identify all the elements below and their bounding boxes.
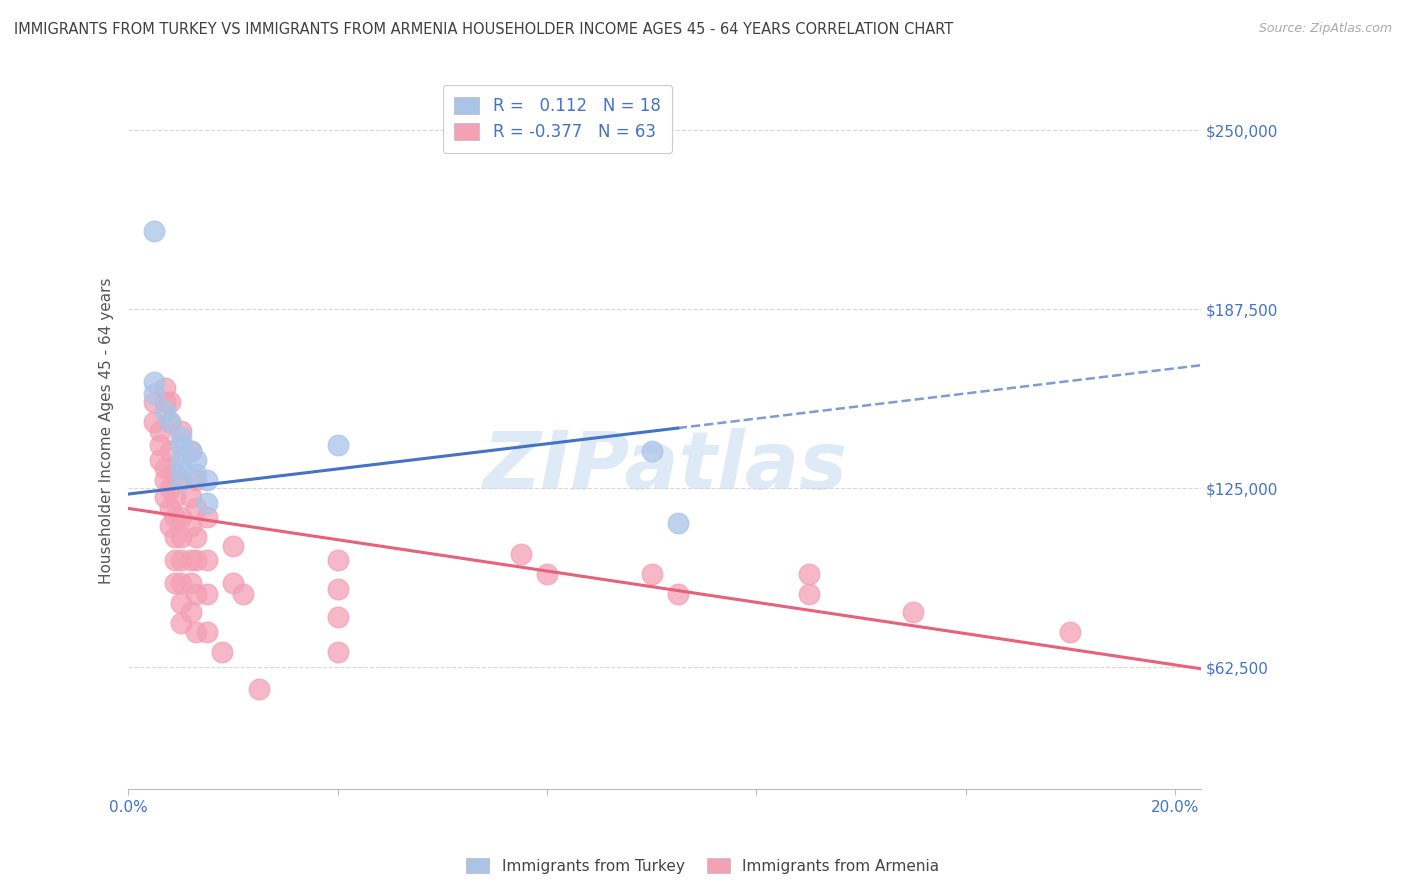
Point <box>666 587 689 601</box>
Point <box>169 430 191 444</box>
Point <box>159 444 181 458</box>
Point <box>222 539 245 553</box>
Point <box>195 473 218 487</box>
Legend: R =   0.112   N = 18, R = -0.377   N = 63: R = 0.112 N = 18, R = -0.377 N = 63 <box>443 85 672 153</box>
Point <box>640 444 662 458</box>
Point <box>509 547 531 561</box>
Point <box>186 501 208 516</box>
Point <box>186 452 208 467</box>
Point <box>186 587 208 601</box>
Point <box>159 481 181 495</box>
Point <box>149 424 172 438</box>
Point <box>169 461 191 475</box>
Point <box>153 395 176 409</box>
Point <box>797 587 820 601</box>
Point <box>186 530 208 544</box>
Point <box>180 605 202 619</box>
Point <box>1059 624 1081 639</box>
Text: Source: ZipAtlas.com: Source: ZipAtlas.com <box>1258 22 1392 36</box>
Point <box>165 553 187 567</box>
Point <box>211 645 233 659</box>
Point <box>143 223 166 237</box>
Point <box>149 438 172 452</box>
Point <box>153 404 176 418</box>
Text: IMMIGRANTS FROM TURKEY VS IMMIGRANTS FROM ARMENIA HOUSEHOLDER INCOME AGES 45 - 6: IMMIGRANTS FROM TURKEY VS IMMIGRANTS FRO… <box>14 22 953 37</box>
Point <box>180 444 202 458</box>
Point <box>143 376 166 390</box>
Point <box>186 624 208 639</box>
Point <box>153 461 176 475</box>
Point <box>169 452 191 467</box>
Point <box>143 416 166 430</box>
Point <box>180 518 202 533</box>
Point <box>247 681 270 696</box>
Point <box>195 496 218 510</box>
Point <box>169 575 191 590</box>
Point <box>169 424 191 438</box>
Text: ZIPatlas: ZIPatlas <box>482 428 848 506</box>
Point <box>195 553 218 567</box>
Point <box>169 553 191 567</box>
Point <box>536 567 558 582</box>
Point <box>159 416 181 430</box>
Point <box>159 501 181 516</box>
Point <box>169 530 191 544</box>
Point <box>180 575 202 590</box>
Point <box>169 473 191 487</box>
Point <box>169 615 191 630</box>
Point <box>232 587 254 601</box>
Point <box>326 645 349 659</box>
Point <box>165 467 187 481</box>
Point <box>195 510 218 524</box>
Point <box>153 381 176 395</box>
Point <box>195 624 218 639</box>
Legend: Immigrants from Turkey, Immigrants from Armenia: Immigrants from Turkey, Immigrants from … <box>460 852 946 880</box>
Point <box>186 473 208 487</box>
Point <box>222 575 245 590</box>
Point <box>186 553 208 567</box>
Point <box>165 575 187 590</box>
Point <box>153 473 176 487</box>
Point <box>326 582 349 596</box>
Point <box>169 510 191 524</box>
Point <box>169 473 191 487</box>
Point <box>180 490 202 504</box>
Point <box>153 490 176 504</box>
Point <box>666 516 689 530</box>
Point <box>159 395 181 409</box>
Point <box>180 444 202 458</box>
Point <box>143 395 166 409</box>
Point <box>169 596 191 610</box>
Point <box>149 452 172 467</box>
Point <box>165 530 187 544</box>
Point <box>165 490 187 504</box>
Y-axis label: Householder Income Ages 45 - 64 years: Householder Income Ages 45 - 64 years <box>100 277 114 584</box>
Point <box>143 387 166 401</box>
Point <box>165 510 187 524</box>
Point <box>326 553 349 567</box>
Point <box>180 553 202 567</box>
Point <box>195 587 218 601</box>
Point <box>186 467 208 481</box>
Point <box>159 416 181 430</box>
Point <box>903 605 925 619</box>
Point <box>797 567 820 582</box>
Point <box>169 438 191 452</box>
Point <box>326 610 349 624</box>
Point <box>326 438 349 452</box>
Point <box>159 518 181 533</box>
Point <box>640 567 662 582</box>
